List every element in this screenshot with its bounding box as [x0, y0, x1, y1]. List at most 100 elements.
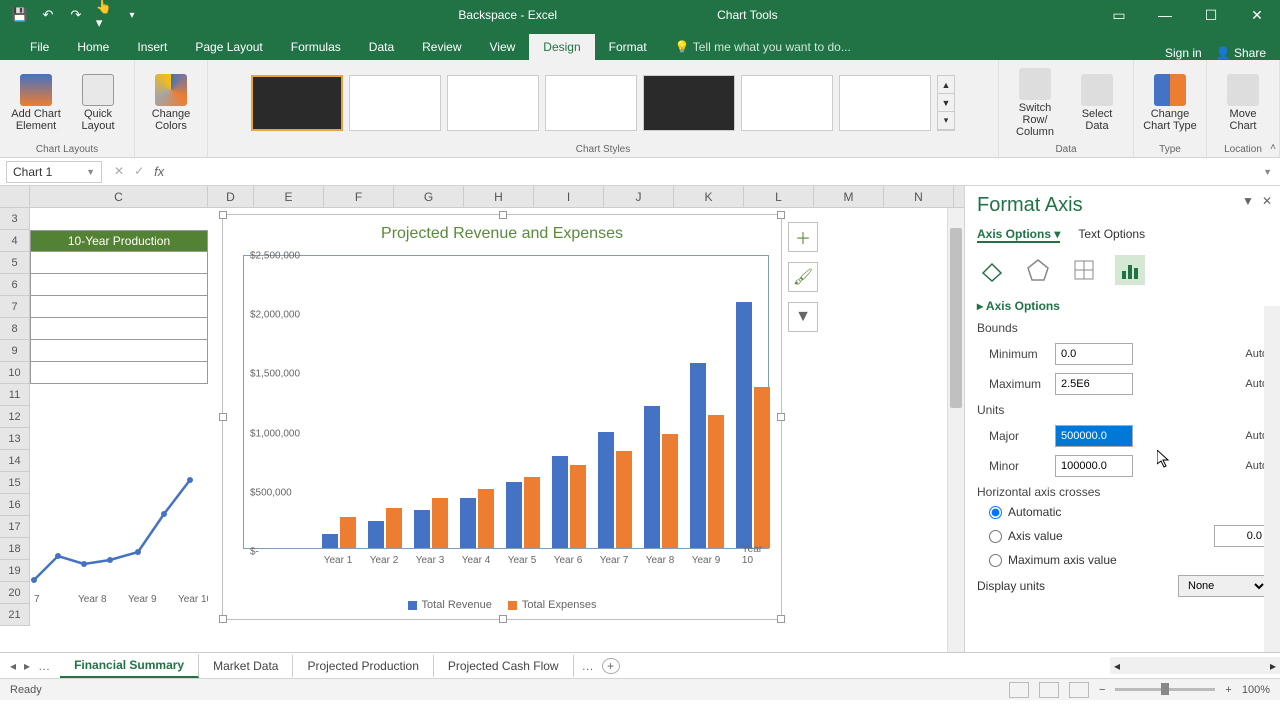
chart-plot-area[interactable]: $2,500,000$2,000,000$1,500,000$1,000,000…	[243, 255, 769, 549]
chart-style-4[interactable]	[545, 75, 637, 131]
close-icon[interactable]: ✕	[1234, 0, 1280, 30]
col-header-L[interactable]: L	[744, 186, 814, 207]
chart-title[interactable]: Projected Revenue and Expenses	[223, 215, 781, 243]
col-header-F[interactable]: F	[324, 186, 394, 207]
tab-format[interactable]: Format	[595, 34, 661, 60]
radio-axis-value[interactable]: Axis value	[977, 525, 1268, 547]
chart-elements-button[interactable]: ＋	[788, 222, 818, 252]
tab-formulas[interactable]: Formulas	[277, 34, 355, 60]
touch-mode-icon[interactable]: 👆▾	[96, 7, 112, 23]
pane-scrollbar[interactable]	[1264, 306, 1280, 652]
vscroll-thumb[interactable]	[950, 228, 962, 408]
chart-handle[interactable]	[499, 211, 507, 219]
row-header-6[interactable]: 6	[0, 274, 30, 296]
pane-close-icon[interactable]: ✕	[1262, 194, 1272, 208]
cell-c9[interactable]	[30, 340, 208, 362]
select-data-button[interactable]: Select Data	[1069, 74, 1125, 132]
row-header-4[interactable]: 4	[0, 230, 30, 252]
chart-style-scroll[interactable]: ▲▼▾	[937, 75, 955, 131]
sheet-nav-next[interactable]: ▸	[24, 659, 30, 673]
zoom-thumb[interactable]	[1161, 683, 1169, 695]
max-input[interactable]	[1055, 373, 1133, 395]
change-chart-type-button[interactable]: Change Chart Type	[1142, 74, 1198, 132]
quick-layout-button[interactable]: Quick Layout	[70, 74, 126, 132]
cell-c7[interactable]	[30, 296, 208, 318]
chart-handle[interactable]	[219, 413, 227, 421]
zoom-in[interactable]: +	[1225, 684, 1231, 696]
tab-data[interactable]: Data	[355, 34, 408, 60]
row-header-7[interactable]: 7	[0, 296, 30, 318]
zoom-out[interactable]: −	[1099, 684, 1105, 696]
minor-input[interactable]	[1055, 455, 1133, 477]
chart-style-6[interactable]	[741, 75, 833, 131]
pane-section-header[interactable]: ▸ Axis Options	[977, 299, 1268, 313]
axis-value-input[interactable]	[1214, 525, 1268, 547]
sheet-tab-production[interactable]: Projected Production	[293, 655, 433, 677]
sheet-nav-prev[interactable]: ◂	[10, 659, 16, 673]
chart-legend[interactable]: Total Revenue Total Expenses	[223, 599, 781, 611]
col-header-K[interactable]: K	[674, 186, 744, 207]
chart-style-7[interactable]	[839, 75, 931, 131]
row-header-16[interactable]: 16	[0, 494, 30, 516]
share-button[interactable]: 👤 Share	[1216, 46, 1266, 60]
sign-in[interactable]: Sign in	[1165, 46, 1202, 60]
size-properties-icon[interactable]	[1069, 255, 1099, 285]
pane-tab-text-options[interactable]: Text Options	[1078, 227, 1145, 243]
min-input[interactable]	[1055, 343, 1133, 365]
chart-style-1[interactable]	[251, 75, 343, 131]
switch-row-column-button[interactable]: Switch Row/ Column	[1007, 68, 1063, 138]
pane-tab-axis-options[interactable]: Axis Options ▾	[977, 227, 1060, 243]
tab-view[interactable]: View	[476, 34, 530, 60]
zoom-level[interactable]: 100%	[1242, 684, 1270, 696]
effects-icon[interactable]	[1023, 255, 1053, 285]
row-header-19[interactable]: 19	[0, 560, 30, 582]
minimize-icon[interactable]: —	[1142, 0, 1188, 30]
tab-insert[interactable]: Insert	[123, 34, 181, 60]
zoom-slider[interactable]	[1115, 688, 1215, 691]
add-chart-element-button[interactable]: Add Chart Element	[8, 74, 64, 132]
view-page-break-icon[interactable]	[1069, 682, 1089, 698]
redo-icon[interactable]: ↷	[68, 7, 84, 23]
new-sheet-button[interactable]: +	[602, 658, 620, 674]
vertical-scrollbar[interactable]	[947, 208, 964, 652]
col-header-I[interactable]: I	[534, 186, 604, 207]
main-chart[interactable]: Projected Revenue and Expenses $2,500,00…	[222, 214, 782, 620]
maximize-icon[interactable]: ☐	[1188, 0, 1234, 30]
cell-c4[interactable]: 10-Year Production	[30, 230, 208, 252]
radio-automatic[interactable]: Automatic	[977, 505, 1268, 519]
sheet-nav-more[interactable]: …	[38, 659, 50, 673]
display-units-select[interactable]: None	[1178, 575, 1268, 597]
col-header-J[interactable]: J	[604, 186, 674, 207]
row-header-17[interactable]: 17	[0, 516, 30, 538]
chart-filters-button[interactable]: ▼	[788, 302, 818, 332]
name-box[interactable]: Chart 1▼	[6, 161, 102, 183]
chart-handle[interactable]	[219, 211, 227, 219]
row-header-5[interactable]: 5	[0, 252, 30, 274]
row-header-10[interactable]: 10	[0, 362, 30, 384]
cell-c8[interactable]	[30, 318, 208, 340]
move-chart-button[interactable]: Move Chart	[1215, 74, 1271, 132]
row-header-14[interactable]: 14	[0, 450, 30, 472]
save-icon[interactable]: 💾	[12, 7, 28, 23]
row-header-12[interactable]: 12	[0, 406, 30, 428]
col-header-M[interactable]: M	[814, 186, 884, 207]
row-header-18[interactable]: 18	[0, 538, 30, 560]
horizontal-scrollbar[interactable]: ◂▸	[1110, 657, 1280, 674]
fill-line-icon[interactable]	[977, 255, 1007, 285]
chart-handle[interactable]	[219, 615, 227, 623]
row-header-3[interactable]: 3	[0, 208, 30, 230]
col-header-C[interactable]: C	[30, 186, 208, 207]
cell-c5[interactable]	[30, 252, 208, 274]
col-header-G[interactable]: G	[394, 186, 464, 207]
col-header-H[interactable]: H	[464, 186, 534, 207]
sheet-tabs-more[interactable]: …	[574, 659, 602, 673]
col-header-N[interactable]: N	[884, 186, 954, 207]
enter-icon[interactable]: ✓	[134, 164, 144, 179]
cell-c10[interactable]	[30, 362, 208, 384]
axis-options-icon[interactable]	[1115, 255, 1145, 285]
chart-styles-button[interactable]: 🖌	[788, 262, 818, 292]
chart-handle[interactable]	[499, 615, 507, 623]
pane-options-icon[interactable]: ▼	[1242, 194, 1254, 208]
chart-style-5[interactable]	[643, 75, 735, 131]
radio-max-axis-value[interactable]: Maximum axis value	[977, 553, 1268, 567]
